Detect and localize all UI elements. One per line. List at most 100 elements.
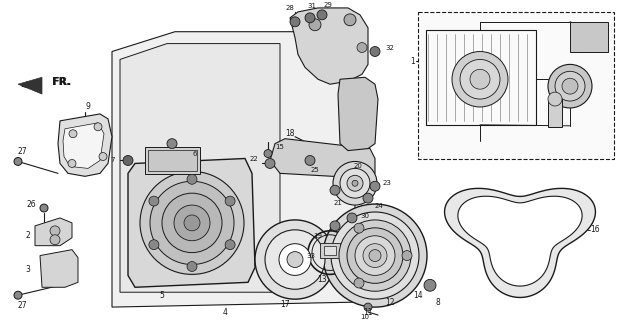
Text: 18: 18 — [285, 129, 295, 138]
Circle shape — [149, 240, 159, 250]
Circle shape — [548, 64, 592, 108]
Circle shape — [149, 196, 159, 206]
Text: 3: 3 — [25, 265, 30, 274]
Polygon shape — [112, 32, 355, 307]
Circle shape — [344, 14, 356, 26]
Circle shape — [265, 230, 325, 289]
Circle shape — [364, 303, 372, 311]
Text: 9: 9 — [85, 102, 90, 111]
Text: 10: 10 — [361, 314, 369, 320]
Polygon shape — [58, 114, 112, 176]
Polygon shape — [338, 77, 378, 151]
Circle shape — [14, 291, 22, 299]
Circle shape — [187, 261, 197, 271]
Circle shape — [255, 220, 335, 299]
Polygon shape — [40, 250, 78, 287]
Text: 30: 30 — [360, 213, 369, 219]
Circle shape — [555, 71, 585, 101]
Circle shape — [470, 69, 490, 89]
Text: 15: 15 — [275, 144, 284, 150]
Polygon shape — [444, 188, 595, 298]
Text: 4: 4 — [223, 308, 227, 316]
Text: 5: 5 — [160, 291, 165, 300]
Text: 2: 2 — [25, 231, 30, 240]
Bar — [148, 149, 197, 172]
Polygon shape — [270, 139, 375, 178]
Circle shape — [357, 43, 367, 52]
Circle shape — [363, 193, 373, 203]
Circle shape — [562, 78, 578, 94]
Circle shape — [548, 92, 562, 106]
Circle shape — [174, 205, 210, 241]
Circle shape — [363, 244, 387, 268]
Circle shape — [352, 180, 358, 186]
Circle shape — [40, 204, 48, 212]
Circle shape — [369, 250, 381, 261]
Circle shape — [355, 236, 395, 276]
Circle shape — [330, 185, 340, 195]
Text: 20: 20 — [354, 164, 363, 169]
Circle shape — [264, 149, 272, 157]
Circle shape — [317, 10, 327, 20]
Polygon shape — [63, 123, 104, 168]
Circle shape — [339, 220, 411, 291]
Circle shape — [305, 13, 315, 23]
Text: 13: 13 — [317, 275, 327, 284]
Circle shape — [331, 212, 419, 299]
Circle shape — [94, 123, 102, 131]
Circle shape — [424, 279, 436, 291]
Text: 27: 27 — [17, 147, 27, 156]
Bar — [145, 147, 200, 174]
Circle shape — [323, 204, 427, 307]
Circle shape — [347, 228, 403, 283]
Circle shape — [370, 46, 380, 56]
Text: 8: 8 — [436, 298, 441, 307]
Text: 28: 28 — [286, 5, 295, 11]
Circle shape — [123, 156, 133, 165]
Circle shape — [347, 213, 357, 223]
Bar — [320, 243, 340, 258]
Circle shape — [69, 130, 77, 138]
Circle shape — [452, 52, 508, 107]
Circle shape — [99, 153, 107, 161]
Circle shape — [354, 223, 364, 233]
Circle shape — [225, 240, 235, 250]
Text: 1: 1 — [410, 57, 415, 66]
Polygon shape — [35, 218, 72, 246]
Polygon shape — [290, 8, 368, 84]
Text: 31: 31 — [308, 3, 316, 9]
Bar — [324, 246, 336, 255]
Circle shape — [287, 252, 303, 268]
Text: 21: 21 — [334, 200, 343, 206]
Text: 22: 22 — [249, 156, 258, 162]
Circle shape — [333, 162, 377, 205]
Text: FR.: FR. — [52, 77, 70, 87]
Circle shape — [167, 139, 177, 148]
Text: 29: 29 — [324, 2, 333, 8]
Text: 7: 7 — [110, 157, 115, 164]
Text: 12: 12 — [385, 298, 395, 307]
Polygon shape — [120, 44, 280, 292]
Circle shape — [50, 226, 60, 236]
Circle shape — [225, 196, 235, 206]
Circle shape — [162, 193, 222, 252]
Circle shape — [340, 168, 370, 198]
Circle shape — [354, 278, 364, 288]
Text: 33: 33 — [306, 252, 315, 259]
Text: 26: 26 — [26, 200, 36, 209]
Polygon shape — [128, 158, 255, 287]
Bar — [570, 22, 608, 52]
Circle shape — [140, 172, 244, 275]
Polygon shape — [458, 196, 582, 286]
Circle shape — [184, 215, 200, 231]
Text: 11: 11 — [363, 308, 373, 316]
Circle shape — [347, 175, 363, 191]
Circle shape — [290, 17, 300, 27]
Circle shape — [50, 235, 60, 245]
Circle shape — [265, 158, 275, 168]
Circle shape — [402, 251, 412, 260]
Text: 27: 27 — [17, 300, 27, 310]
Circle shape — [14, 157, 22, 165]
Text: 16: 16 — [590, 225, 600, 234]
Text: FR.: FR. — [52, 77, 71, 87]
